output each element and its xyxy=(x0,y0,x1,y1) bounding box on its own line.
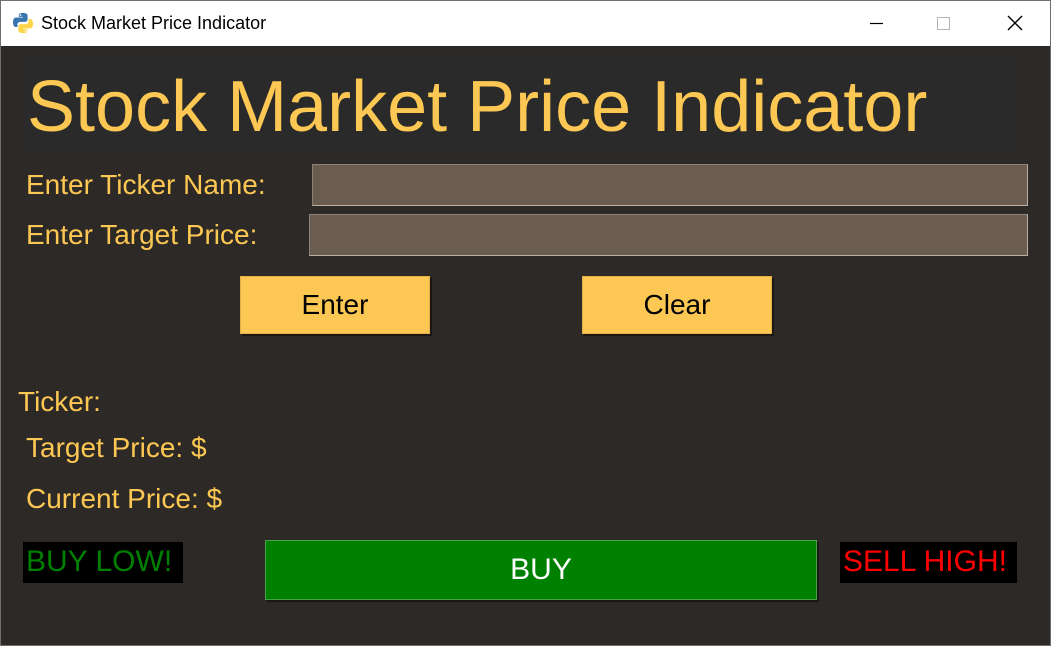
clear-button[interactable]: Clear xyxy=(582,276,772,334)
title-bar[interactable]: Stock Market Price Indicator xyxy=(1,1,1050,46)
header-banner: Stock Market Price Indicator xyxy=(23,59,1018,154)
minimize-icon xyxy=(870,22,883,25)
minimize-button[interactable] xyxy=(853,1,899,46)
python-app-icon xyxy=(12,12,34,34)
ticker-name-input[interactable] xyxy=(313,165,1027,205)
buy-low-indicator: BUY LOW! xyxy=(23,542,183,583)
maximize-button[interactable] xyxy=(920,1,966,46)
ticker-name-label: Enter Ticker Name: xyxy=(26,169,266,200)
target-price-info-label: Target Price: $ xyxy=(26,432,207,463)
current-price-info-label: Current Price: $ xyxy=(26,483,223,514)
page-title: Stock Market Price Indicator xyxy=(27,67,928,147)
app-client-area: Stock Market Price Indicator Enter Ticke… xyxy=(1,46,1050,645)
enter-button[interactable]: Enter xyxy=(240,276,430,334)
sell-high-indicator: SELL HIGH! xyxy=(840,542,1017,583)
ticker-info-label: Ticker: xyxy=(18,386,101,417)
close-icon xyxy=(1007,15,1023,31)
target-price-label: Enter Target Price: xyxy=(26,219,258,250)
buy-button[interactable]: BUY xyxy=(265,540,817,600)
maximize-icon xyxy=(937,17,950,30)
target-price-field-frame xyxy=(309,214,1028,256)
window-title: Stock Market Price Indicator xyxy=(41,13,267,33)
close-button[interactable] xyxy=(991,1,1037,46)
target-price-input[interactable] xyxy=(310,215,1027,255)
ticker-name-field-frame xyxy=(312,164,1028,206)
